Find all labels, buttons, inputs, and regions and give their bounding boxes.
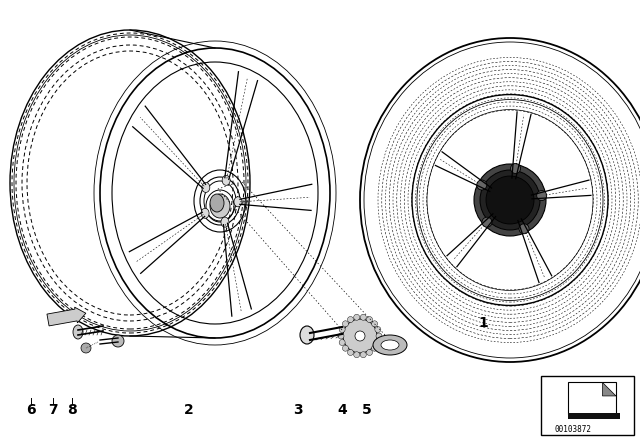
Bar [568, 383, 616, 414]
Circle shape [339, 340, 345, 345]
Circle shape [348, 317, 353, 323]
Bar [568, 413, 620, 419]
Text: 3: 3 [292, 403, 303, 417]
Ellipse shape [482, 217, 492, 227]
Ellipse shape [210, 194, 230, 218]
Ellipse shape [519, 224, 529, 234]
Ellipse shape [201, 208, 209, 218]
Text: 00103872: 00103872 [554, 425, 591, 434]
Circle shape [338, 333, 344, 339]
Circle shape [354, 352, 360, 358]
Ellipse shape [373, 335, 407, 355]
Ellipse shape [221, 217, 229, 227]
Circle shape [372, 321, 378, 327]
Circle shape [367, 349, 372, 355]
FancyArrow shape [47, 307, 86, 326]
Circle shape [354, 314, 360, 320]
Ellipse shape [234, 197, 242, 207]
Circle shape [372, 345, 378, 351]
Circle shape [339, 327, 345, 332]
Circle shape [342, 345, 348, 351]
Ellipse shape [511, 164, 520, 173]
Circle shape [343, 319, 377, 353]
Ellipse shape [222, 175, 230, 185]
Text: 5: 5 [362, 403, 372, 417]
Circle shape [360, 314, 366, 320]
Text: 7: 7 [48, 403, 58, 417]
Ellipse shape [537, 190, 547, 201]
Text: 4: 4 [337, 403, 348, 417]
Text: 8: 8 [67, 403, 77, 417]
Ellipse shape [210, 194, 224, 212]
Ellipse shape [486, 176, 534, 224]
Text: 2: 2 [184, 403, 194, 417]
Circle shape [81, 343, 91, 353]
Ellipse shape [480, 170, 540, 230]
Circle shape [367, 317, 372, 323]
Text: 6: 6 [26, 403, 36, 417]
Circle shape [360, 352, 366, 358]
Ellipse shape [73, 325, 83, 339]
Circle shape [342, 321, 348, 327]
Ellipse shape [477, 180, 487, 190]
Ellipse shape [474, 164, 546, 236]
Circle shape [375, 340, 381, 345]
Ellipse shape [381, 340, 399, 350]
Ellipse shape [202, 182, 210, 193]
Circle shape [355, 331, 365, 341]
Circle shape [348, 349, 353, 355]
Circle shape [376, 333, 382, 339]
Polygon shape [602, 383, 616, 396]
Circle shape [375, 327, 381, 332]
Circle shape [112, 335, 124, 347]
Bar [541, 376, 634, 435]
Text: 1: 1 [478, 315, 488, 330]
Ellipse shape [300, 326, 314, 344]
